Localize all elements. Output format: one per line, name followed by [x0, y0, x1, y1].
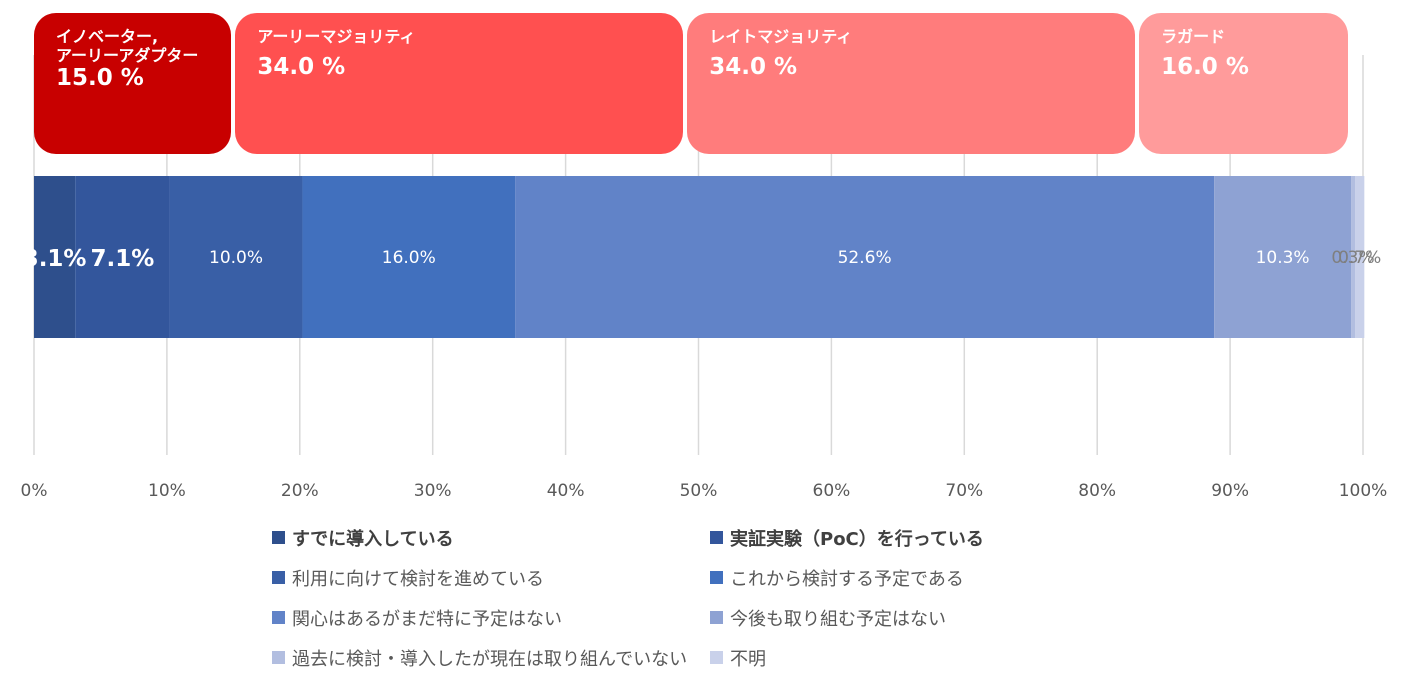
bar-segment	[1355, 176, 1365, 338]
legend-label: 今後も取り組む予定はない	[730, 608, 946, 630]
x-axis-ticks: 0% 10% 20% 30% 40% 50% 60% 70% 80% 90% 100%	[21, 481, 1388, 501]
legend-item: 今後も取り組む予定はない	[710, 606, 1070, 630]
adopter-band-percent: 16.0 %	[1161, 54, 1249, 80]
legend-item: 関心はあるがまだ特に予定はない	[272, 606, 710, 630]
legend-swatch	[272, 571, 285, 584]
tick-label: 0%	[21, 481, 48, 501]
data-label: 52.6%	[838, 248, 892, 268]
adopter-band-percent: 34.0 %	[709, 54, 798, 80]
legend-label: これから検討する予定である	[730, 568, 964, 590]
adopter-band: アーリーマジョリティ 34.0 %	[235, 13, 684, 154]
legend-label: 不明	[730, 648, 766, 670]
adopter-band-name: アーリーマジョリティ	[257, 27, 416, 46]
data-label: 7.1%	[90, 246, 154, 272]
adopter-band-percent: 15.0 %	[56, 65, 144, 91]
data-label: 16.0%	[382, 248, 436, 268]
legend: すでに導入している 実証実験（PoC）を行っている利用に向けて検討を進めている これ…	[272, 526, 1072, 670]
bar-segment	[34, 176, 76, 338]
data-label: 3.1%	[23, 246, 87, 272]
tick-label: 50%	[680, 481, 718, 501]
adopter-band: イノベーター, アーリーアダプター 15.0 %	[34, 13, 232, 154]
legend-label: 過去に検討・導入したが現在は取り組んでいない	[292, 648, 688, 670]
tick-label: 100%	[1339, 481, 1388, 501]
legend-item: 不明	[710, 646, 1070, 670]
legend-swatch	[272, 531, 285, 544]
adopter-band: ラガード 16.0 %	[1139, 13, 1348, 154]
legend-label: 実証実験（PoC）を行っている	[730, 528, 984, 550]
legend-swatch	[710, 531, 723, 544]
legend-swatch	[710, 651, 723, 664]
legend-item: 利用に向けて検討を進めている	[272, 566, 710, 590]
legend-swatch	[710, 611, 723, 624]
bar-segment	[169, 176, 303, 338]
data-label: 0.3%	[1331, 248, 1374, 268]
tick-label: 20%	[281, 481, 319, 501]
data-label: 10.0%	[209, 248, 263, 268]
tick-label: 90%	[1211, 481, 1249, 501]
legend-item: すでに導入している	[272, 526, 710, 550]
tick-label: 80%	[1078, 481, 1116, 501]
adopter-band-name: ラガード	[1161, 27, 1226, 46]
legend-swatch	[272, 611, 285, 624]
tick-label: 60%	[813, 481, 851, 501]
data-labels: 3.1% 7.1% 10.0% 16.0% 52.6% 10.3% 0.3%0.7%	[23, 246, 1382, 272]
tick-label: 40%	[547, 481, 585, 501]
adopter-band-name: イノベーター, アーリーアダプター	[56, 27, 199, 65]
legend-label: すでに導入している	[292, 528, 454, 550]
legend-item: 実証実験（PoC）を行っている	[710, 526, 1070, 550]
legend-item: これから検討する予定である	[710, 566, 1070, 590]
legend-label: 関心はあるがまだ特に予定はない	[292, 608, 562, 630]
bar-segment	[75, 176, 170, 338]
data-label: 10.3%	[1256, 248, 1310, 268]
adopter-band-percent: 34.0 %	[257, 54, 346, 80]
bar-segment	[1214, 176, 1352, 338]
legend-swatch	[710, 571, 723, 584]
legend-label: 利用に向けて検討を進めている	[292, 568, 544, 590]
bar-segment	[515, 176, 1215, 338]
tick-label: 30%	[414, 481, 452, 501]
bar-segment	[302, 176, 516, 338]
tick-label: 70%	[945, 481, 983, 501]
adopter-band: レイトマジョリティ 34.0 %	[687, 13, 1136, 154]
data-label: 0.7%	[1338, 248, 1381, 268]
legend-swatch	[272, 651, 285, 664]
legend-item: 過去に検討・導入したが現在は取り組んでいない	[272, 646, 710, 670]
tick-label: 10%	[148, 481, 186, 501]
stacked-bar	[34, 176, 1365, 338]
adopter-band-name: レイトマジョリティ	[709, 27, 853, 46]
bar-segment	[1351, 176, 1356, 338]
